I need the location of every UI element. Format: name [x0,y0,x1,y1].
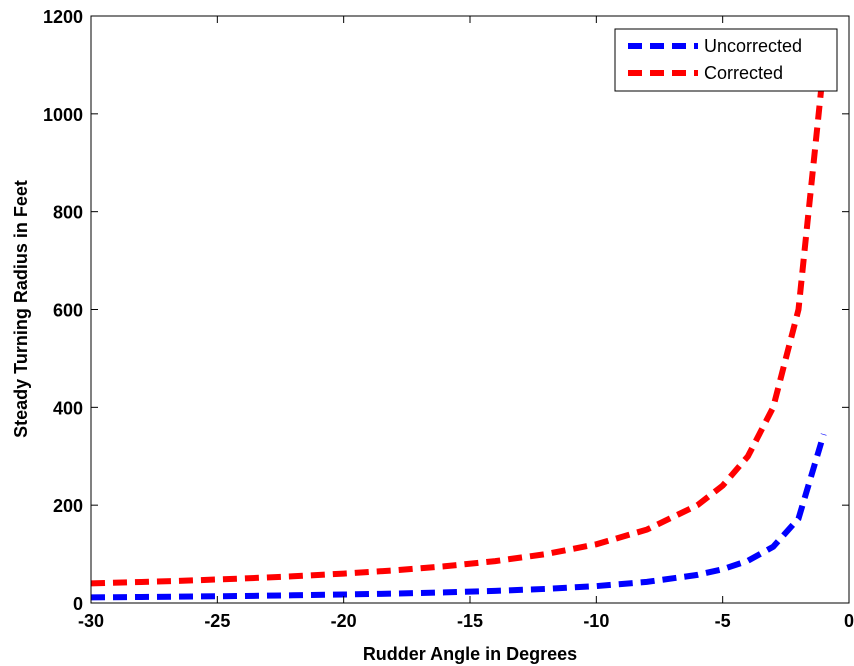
y-tick-label: 800 [53,203,83,223]
series-line-uncorrected [90,433,827,601]
y-tick-label: 400 [53,398,83,418]
y-tick-label: 1000 [43,105,83,125]
legend-label-uncorrected: Uncorrected [704,36,802,56]
x-tick-label: -20 [331,611,357,631]
ticks-layer: -30 -25 -20 -15 -10 -5 0 0 200 400 600 800 1000 1200 [43,7,854,631]
x-tick-label: -10 [583,611,609,631]
legend: Uncorrected Corrected [614,28,838,92]
legend-label-corrected: Corrected [704,63,783,83]
legend-box [614,28,838,92]
series-line-corrected [90,64,827,587]
x-tick-label: -15 [457,611,483,631]
series-layer [90,64,827,601]
y-tick-label: 200 [53,496,83,516]
y-tick-label: 0 [73,594,83,614]
y-axis-label: Steady Turning Radius in Feet [11,180,31,438]
x-tick-label: 0 [844,611,854,631]
x-tick-label: -25 [204,611,230,631]
y-tick-label: 600 [53,301,83,321]
x-axis-label: Rudder Angle in Degrees [363,644,577,664]
x-tick-label: -30 [78,611,104,631]
x-tick-label: -5 [715,611,731,631]
y-tick-label: 1200 [43,7,83,27]
